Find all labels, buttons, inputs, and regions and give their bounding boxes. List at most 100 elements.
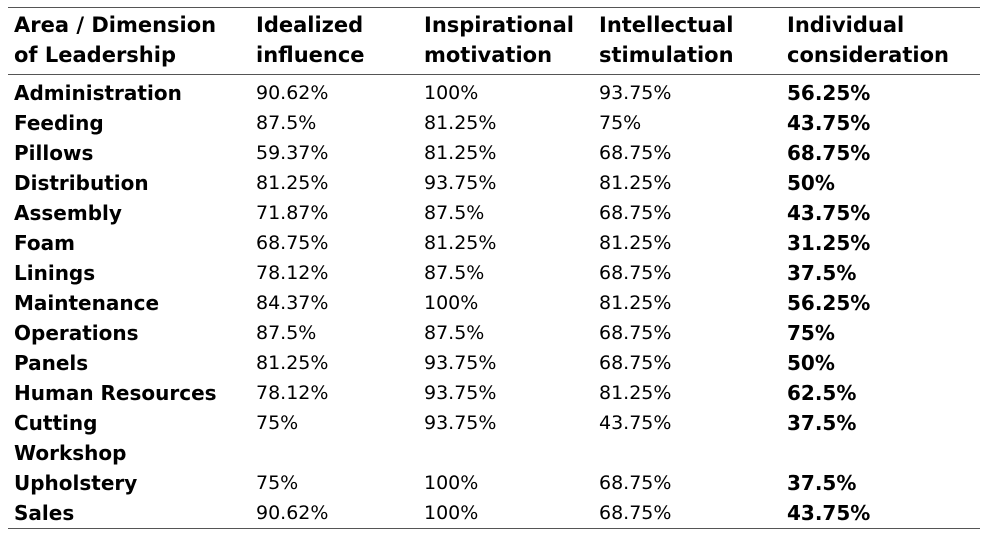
value-cell: 50% [781, 168, 980, 198]
cell-text: 87.5% [256, 322, 317, 344]
cell-text: 100% [424, 82, 479, 104]
leadership-table: Area / Dimension of Leadership Idealized … [8, 7, 980, 529]
cell-text: 81.25% [599, 382, 672, 404]
row-label: Cutting Workshop [8, 408, 250, 468]
cell-text: 100% [424, 502, 479, 524]
cell-text: 59.37% [256, 142, 329, 164]
row-label: Maintenance [8, 288, 250, 318]
value-cell: 75% [781, 318, 980, 348]
value-cell: 71.87% [250, 198, 418, 228]
cell-text: 93.75% [424, 382, 497, 404]
value-cell: 68.75% [593, 198, 781, 228]
value-cell: 56.25% [781, 75, 980, 109]
value-cell: 93.75% [418, 408, 593, 468]
cell-text: 75% [256, 472, 299, 494]
cell-text: 87.5% [256, 112, 317, 134]
table-row: Assembly 71.87% 87.5% 68.75% 43.75% [8, 198, 980, 228]
row-label: Human Resources [8, 378, 250, 408]
table-row: Maintenance 84.37% 100% 81.25% 56.25% [8, 288, 980, 318]
cell-text: 87.5% [424, 202, 485, 224]
cell-text: 81.25% [599, 172, 672, 194]
value-cell: 87.5% [418, 198, 593, 228]
cell-text: 50% [787, 351, 835, 375]
table-row: Administration 90.62% 100% 93.75% 56.25% [8, 75, 980, 109]
cell-text: Administration [14, 81, 182, 105]
row-label: Administration [8, 75, 250, 109]
row-label: Upholstery [8, 468, 250, 498]
value-cell: 81.25% [593, 378, 781, 408]
value-cell: 81.25% [418, 138, 593, 168]
value-cell: 68.75% [593, 318, 781, 348]
value-cell: 56.25% [781, 288, 980, 318]
value-cell: 100% [418, 75, 593, 109]
table-row: Cutting Workshop 75% 93.75% 43.75% 37.5% [8, 408, 980, 468]
cell-text: Cutting Workshop [14, 411, 127, 465]
cell-text: 81.25% [424, 112, 497, 134]
table-row: Panels 81.25% 93.75% 68.75% 50% [8, 348, 980, 378]
cell-text: 43.75% [599, 412, 672, 434]
cell-text: 93.75% [599, 82, 672, 104]
cell-text: 100% [424, 292, 479, 314]
cell-text: 81.25% [424, 232, 497, 254]
value-cell: 68.75% [593, 258, 781, 288]
value-cell: 75% [250, 408, 418, 468]
value-cell: 81.25% [418, 108, 593, 138]
value-cell: 68.75% [593, 468, 781, 498]
value-cell: 43.75% [593, 408, 781, 468]
row-label: Distribution [8, 168, 250, 198]
cell-text: 68.75% [599, 202, 672, 224]
value-cell: 93.75% [418, 378, 593, 408]
value-cell: 100% [418, 288, 593, 318]
cell-text: Assembly [14, 201, 122, 225]
value-cell: 68.75% [781, 138, 980, 168]
value-cell: 50% [781, 348, 980, 378]
cell-text: Pillows [14, 141, 94, 165]
table-row: Upholstery 75% 100% 68.75% 37.5% [8, 468, 980, 498]
cell-text: 90.62% [256, 502, 329, 524]
row-label: Foam [8, 228, 250, 258]
cell-text: 37.5% [787, 261, 857, 285]
header-cell: Inspirational motivation [424, 13, 575, 67]
cell-text: Sales [14, 501, 75, 525]
cell-text: Panels [14, 351, 89, 375]
value-cell: 84.37% [250, 288, 418, 318]
value-cell: 78.12% [250, 258, 418, 288]
value-cell: 68.75% [593, 138, 781, 168]
cell-text: Distribution [14, 171, 149, 195]
value-cell: 87.5% [418, 318, 593, 348]
cell-text: 68.75% [256, 232, 329, 254]
value-cell: 81.25% [250, 348, 418, 378]
cell-text: 37.5% [787, 411, 857, 435]
cell-text: 90.62% [256, 82, 329, 104]
row-label: Pillows [8, 138, 250, 168]
cell-text: 68.75% [599, 142, 672, 164]
cell-text: 62.5% [787, 381, 857, 405]
cell-text: 50% [787, 171, 835, 195]
value-cell: 90.62% [250, 498, 418, 529]
value-cell: 68.75% [593, 498, 781, 529]
cell-text: 87.5% [424, 262, 485, 284]
value-cell: 75% [593, 108, 781, 138]
cell-text: 68.75% [599, 352, 672, 374]
cell-text: Feeding [14, 111, 104, 135]
value-cell: 81.25% [593, 288, 781, 318]
cell-text: 31.25% [787, 231, 871, 255]
value-cell: 78.12% [250, 378, 418, 408]
value-cell: 43.75% [781, 498, 980, 529]
cell-text: 93.75% [424, 412, 497, 434]
table-row: Sales 90.62% 100% 68.75% 43.75% [8, 498, 980, 529]
cell-text: 56.25% [787, 291, 871, 315]
cell-text: 81.25% [424, 142, 497, 164]
cell-text: 75% [787, 321, 835, 345]
value-cell: 93.75% [418, 168, 593, 198]
cell-text: 68.75% [599, 472, 672, 494]
cell-text: 68.75% [787, 141, 871, 165]
cell-text: 43.75% [787, 111, 871, 135]
row-label: Linings [8, 258, 250, 288]
value-cell: 62.5% [781, 378, 980, 408]
row-label: Sales [8, 498, 250, 529]
value-cell: 37.5% [781, 408, 980, 468]
header-cell: Intellectual stimulation [599, 13, 734, 67]
row-label: Feeding [8, 108, 250, 138]
table-body: Administration 90.62% 100% 93.75% 56.25% Feed… [8, 75, 980, 529]
